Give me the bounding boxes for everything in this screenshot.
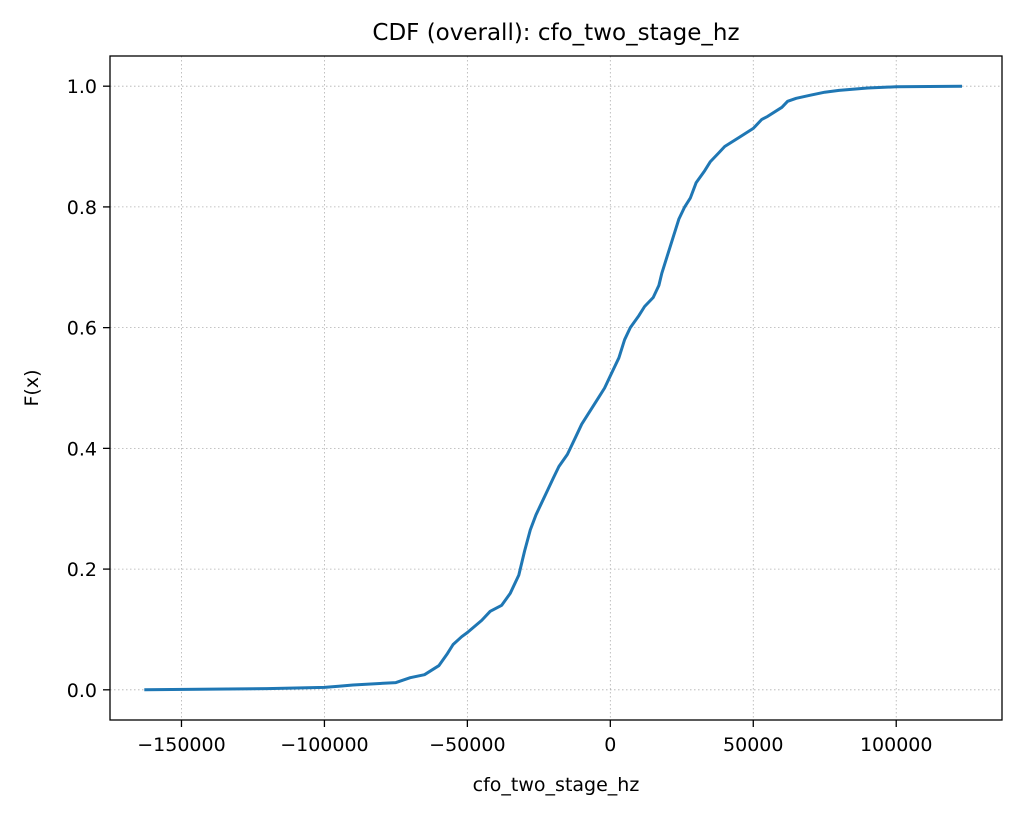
x-tick-label: 100000 <box>860 734 933 756</box>
y-tick-label: 0.0 <box>67 680 97 702</box>
y-tick-label: 0.4 <box>67 438 97 460</box>
series-layer <box>144 84 963 692</box>
x-tick-label: −50000 <box>429 734 505 756</box>
y-tick-label: 0.6 <box>67 318 97 340</box>
x-tick-label: −100000 <box>280 734 368 756</box>
x-tick-label: 0 <box>604 734 616 756</box>
x-axis: −150000 −100000 −50000 0 50000 100000 <box>137 720 932 756</box>
x-tick-label: −150000 <box>137 734 225 756</box>
cdf-line <box>144 84 963 692</box>
y-tick-label: 0.2 <box>67 559 97 581</box>
y-tick-label: 0.8 <box>67 197 97 219</box>
x-axis-label: cfo_two_stage_hz <box>473 774 640 796</box>
plot-area-frame <box>109 55 1003 721</box>
y-tick-label: 1.0 <box>67 76 97 98</box>
chart-title: CDF (overall): cfo_two_stage_hz <box>372 20 739 46</box>
x-tick-label: 50000 <box>723 734 783 756</box>
y-axis: 0.0 0.2 0.4 0.6 0.8 1.0 <box>67 76 110 702</box>
grid <box>110 56 1002 720</box>
y-axis-label: F(x) <box>21 370 43 407</box>
